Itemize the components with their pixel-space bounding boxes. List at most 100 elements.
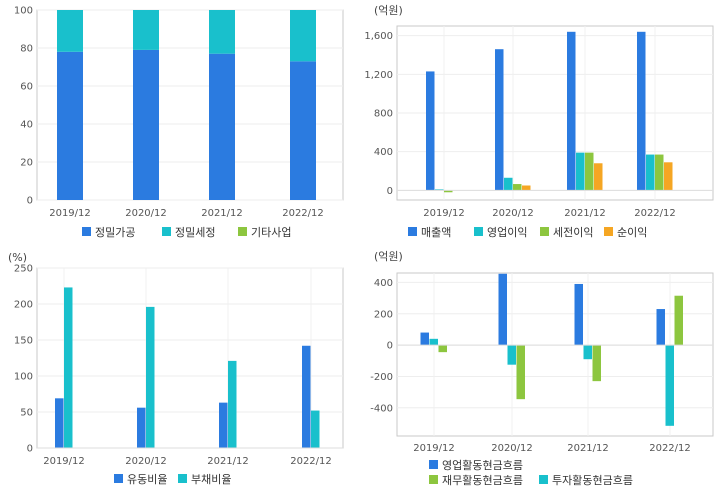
legend-label: 순이익 (617, 226, 647, 239)
y-tick-label: 50 (20, 408, 33, 419)
bar (513, 184, 522, 191)
bar (426, 71, 435, 191)
bar (646, 154, 655, 191)
x-tick-label: 2022/12 (649, 443, 691, 454)
bar (290, 61, 316, 200)
y-unit-label: (억원) (374, 4, 403, 17)
legend-label: 유동비율 (127, 473, 167, 486)
bar (574, 283, 583, 346)
bar (137, 407, 146, 448)
y-tick-label: -400 (370, 403, 393, 414)
bar (438, 345, 447, 353)
legend-label: 영업이익 (487, 226, 527, 239)
x-tick-label: 2021/12 (564, 208, 606, 219)
x-tick-label: 2020/12 (125, 456, 167, 467)
x-tick-label: 2022/12 (290, 456, 332, 467)
bar (133, 49, 159, 201)
bar (55, 398, 64, 448)
bar (498, 273, 507, 346)
bar (57, 51, 83, 200)
bar (516, 345, 525, 400)
legend-label: 재무활동현금흐름 (442, 473, 523, 487)
bar (674, 295, 683, 346)
bar (567, 31, 576, 191)
plot-frame (396, 272, 714, 437)
y-tick-label: 100 (14, 6, 33, 17)
y-tick-label: -200 (370, 372, 393, 383)
x-tick-label: 2021/12 (201, 208, 243, 219)
bar (228, 360, 237, 448)
bar (209, 10, 235, 54)
y-tick-label: 80 (20, 44, 33, 55)
legend-swatch (178, 474, 187, 483)
bar (146, 306, 155, 448)
chart-panel-0: 0 20 40 60 80 100 2019/12 2020/12 2021/12 2022/12… (14, 6, 344, 239)
legend-swatch (604, 227, 613, 236)
bar (507, 345, 516, 365)
legend-swatch (539, 475, 548, 484)
bar (420, 332, 429, 346)
chart-panel-3: -400 -200 0 200 400 2019/12 2020/12 2021/12 2022… (370, 250, 714, 487)
x-tick-label: 2019/12 (49, 208, 91, 219)
legend-swatch (429, 475, 438, 484)
legend-label: 부채비율 (191, 473, 231, 486)
y-tick-label: 0 (27, 196, 33, 207)
y-tick-label: 200 (14, 300, 33, 311)
x-tick-label: 2021/12 (567, 443, 609, 454)
y-tick-label: 20 (20, 158, 33, 169)
legend-swatch (82, 227, 91, 236)
x-tick-label: 2019/12 (423, 208, 465, 219)
legend-swatch (429, 460, 438, 469)
bar (311, 410, 320, 448)
x-tick-label: 2022/12 (634, 208, 676, 219)
y-tick-label: 0 (387, 186, 393, 197)
x-tick-label: 2020/12 (492, 208, 534, 219)
y-tick-label: 0 (27, 444, 33, 455)
y-unit-label: (%) (8, 251, 27, 264)
legend-swatch (238, 227, 247, 236)
bar (64, 287, 73, 448)
bar (302, 345, 311, 448)
legend-swatch (114, 474, 123, 483)
y-tick-label: 1,200 (364, 70, 393, 81)
legend-label: 세전이익 (553, 226, 593, 239)
bar (219, 402, 228, 448)
legend-swatch (474, 227, 483, 236)
x-tick-label: 2019/12 (413, 443, 455, 454)
y-tick-label: 100 (14, 372, 33, 383)
bar (664, 162, 673, 191)
legend-label: 기타사업 (251, 226, 291, 239)
y-tick-label: 200 (374, 309, 393, 320)
y-tick-label: 400 (374, 147, 393, 158)
y-tick-label: 1,600 (364, 31, 393, 42)
bar (429, 338, 438, 346)
bar (133, 10, 159, 50)
bar (57, 10, 83, 52)
legend-label: 투자활동현금흐름 (552, 473, 633, 487)
y-tick-label: 800 (374, 109, 393, 120)
legend-label: 정밀가공 (95, 226, 135, 239)
chart-panel-1: 0 400 800 1,200 1,600 2019/12 2020/12 2021/12 20… (364, 4, 714, 239)
legend-label: 영업활동현금흐름 (442, 458, 523, 472)
bar (585, 152, 594, 191)
x-tick-label: 2020/12 (125, 208, 167, 219)
bar (637, 31, 646, 191)
bar (209, 53, 235, 201)
y-tick-label: 150 (14, 336, 33, 347)
chart-panel-2: 0 50 100 150 200 250 2019/12 2020/12 2021/12 2022… (8, 251, 344, 486)
bar (504, 177, 513, 191)
x-tick-label: 2021/12 (207, 456, 249, 467)
x-tick-label: 2019/12 (43, 456, 85, 467)
bar (592, 345, 601, 382)
bar (665, 345, 674, 426)
y-tick-label: 60 (20, 82, 33, 93)
bar (655, 154, 664, 191)
bar (576, 152, 585, 191)
legend-swatch (162, 227, 171, 236)
bar (522, 185, 531, 191)
bar (583, 345, 592, 360)
legend-swatch (540, 227, 549, 236)
bar (290, 10, 316, 62)
